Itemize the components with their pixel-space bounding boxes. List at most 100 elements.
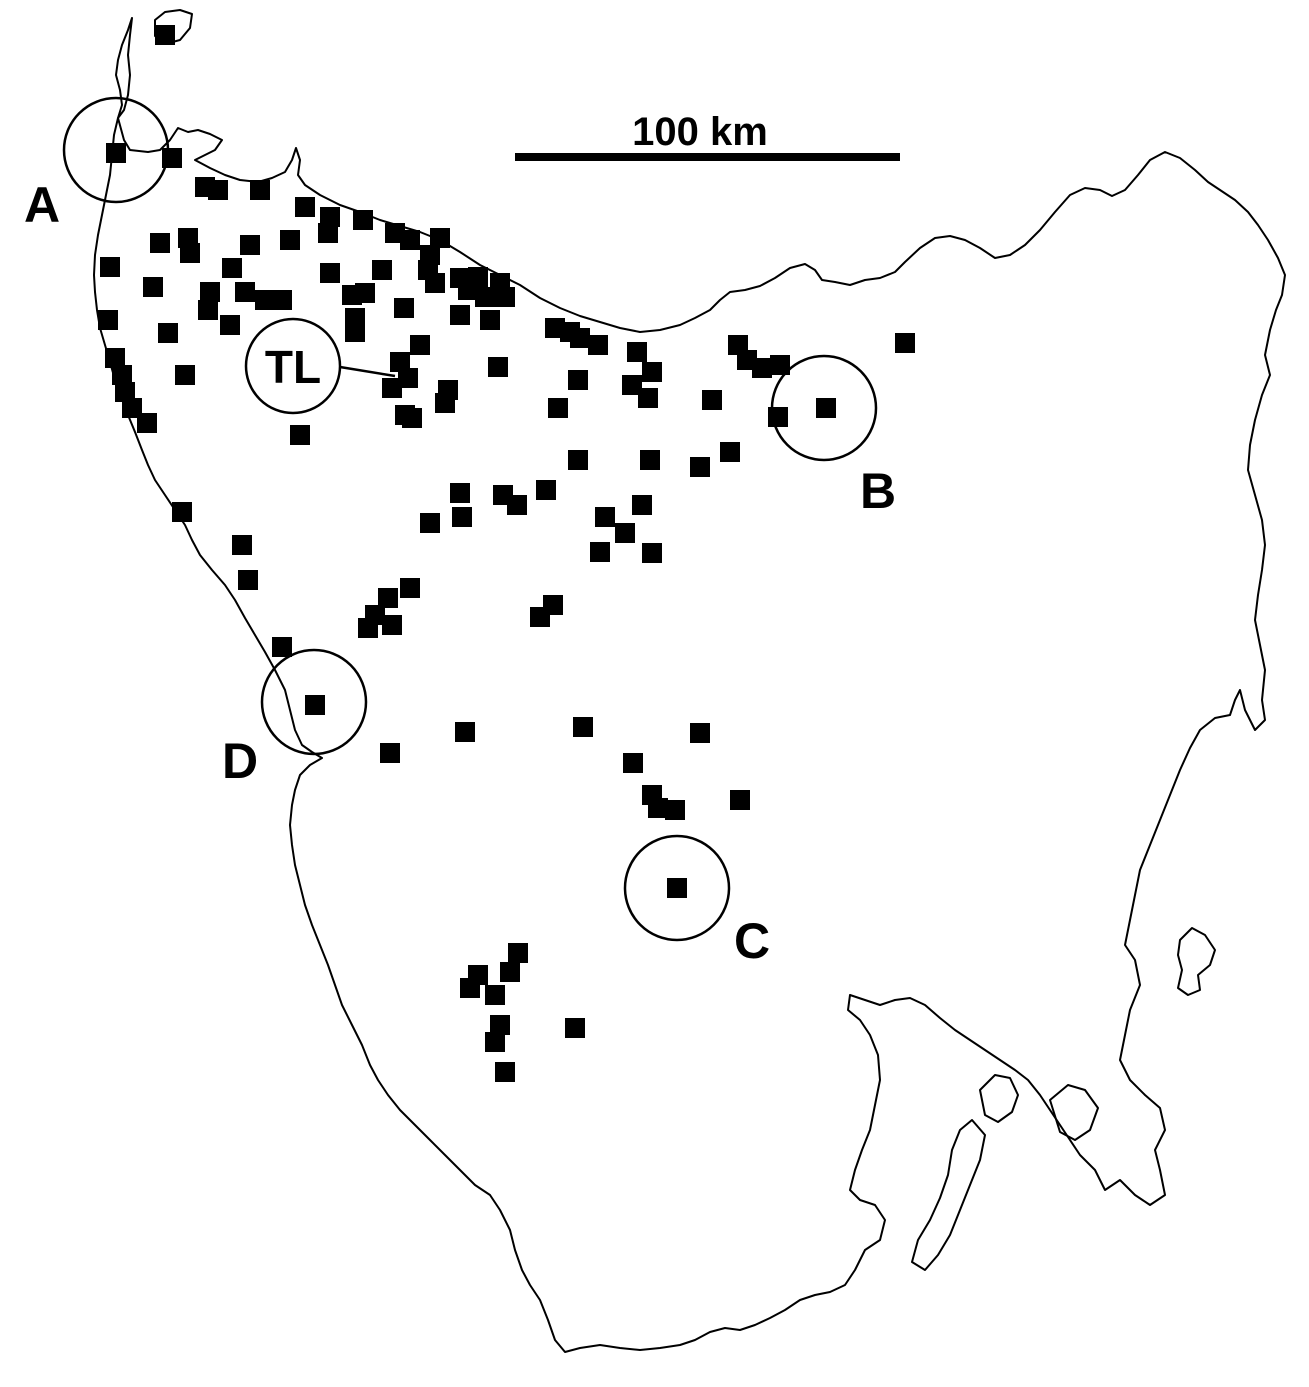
record-marker (137, 413, 157, 433)
record-marker (573, 717, 593, 737)
record-marker (290, 425, 310, 445)
record-marker (770, 355, 790, 375)
record-marker (507, 495, 527, 515)
record-marker (642, 543, 662, 563)
record-marker (235, 282, 255, 302)
record-marker (548, 398, 568, 418)
record-marker (410, 335, 430, 355)
record-marker (158, 323, 178, 343)
site-label-c: C (734, 913, 770, 969)
record-marker (638, 388, 658, 408)
coastline-southeast-inlet-1 (979, 1074, 1019, 1123)
record-marker (702, 390, 722, 410)
record-marker (250, 180, 270, 200)
record-marker (452, 507, 472, 527)
record-marker (222, 258, 242, 278)
scale-bar: 100 km (515, 110, 900, 161)
coastline-bruny-island (911, 1119, 986, 1271)
record-marker (720, 442, 740, 462)
record-marker (752, 358, 772, 378)
record-marker (162, 148, 182, 168)
record-marker (420, 513, 440, 533)
record-marker (180, 243, 200, 263)
record-marker (460, 978, 480, 998)
coastline-northwest-island (115, 17, 133, 119)
record-marker (372, 260, 392, 280)
record-marker (480, 310, 500, 330)
record-marker (100, 257, 120, 277)
record-marker (402, 408, 422, 428)
record-marker (627, 342, 647, 362)
record-marker (105, 348, 125, 368)
record-marker (615, 523, 635, 543)
record-marker (220, 315, 240, 335)
record-marker (450, 305, 470, 325)
record-marker (530, 607, 550, 627)
record-marker (590, 542, 610, 562)
record-marker (595, 507, 615, 527)
record-marker (450, 483, 470, 503)
record-marker (475, 287, 495, 307)
record-marker (143, 277, 163, 297)
record-marker (305, 695, 325, 715)
record-marker (200, 282, 220, 302)
site-label-b: B (860, 463, 896, 519)
record-marker (455, 722, 475, 742)
record-marker (667, 878, 687, 898)
record-marker (394, 298, 414, 318)
record-marker (490, 1015, 510, 1035)
record-marker (435, 393, 455, 413)
record-marker (488, 357, 508, 377)
record-marker (112, 365, 132, 385)
record-marker (430, 228, 450, 248)
record-marker (665, 800, 685, 820)
record-marker (816, 398, 836, 418)
record-marker (240, 235, 260, 255)
record-marker (272, 290, 292, 310)
record-marker (622, 375, 642, 395)
record-marker (378, 588, 398, 608)
record-marker (565, 1018, 585, 1038)
site-label-d: D (222, 733, 258, 789)
record-marker (588, 335, 608, 355)
record-marker (115, 382, 135, 402)
record-marker (318, 223, 338, 243)
record-marker (568, 450, 588, 470)
record-marker (500, 962, 520, 982)
record-marker (536, 480, 556, 500)
record-marker (320, 207, 340, 227)
record-marker (255, 290, 275, 310)
record-marker (345, 322, 365, 342)
site-ring-c (623, 834, 731, 942)
record-marker (690, 457, 710, 477)
record-marker (425, 273, 445, 293)
record-marker (640, 450, 660, 470)
record-marker (485, 1032, 505, 1052)
record-marker (172, 502, 192, 522)
record-marker (398, 368, 418, 388)
record-marker (382, 615, 402, 635)
record-markers (98, 25, 915, 1082)
record-marker (400, 578, 420, 598)
record-marker (468, 267, 488, 287)
record-marker (623, 753, 643, 773)
record-marker (390, 352, 410, 372)
record-marker (690, 723, 710, 743)
site-label-a: A (24, 177, 60, 233)
record-marker (175, 365, 195, 385)
record-marker (895, 333, 915, 353)
record-marker (238, 570, 258, 590)
coastline-southeast-inlet-2 (1049, 1084, 1099, 1141)
record-marker (485, 985, 505, 1005)
site-label-tl: TL (265, 341, 321, 393)
record-marker (198, 300, 218, 320)
record-marker (380, 743, 400, 763)
record-marker (353, 210, 373, 230)
record-marker (730, 790, 750, 810)
record-marker (382, 378, 402, 398)
record-marker (98, 310, 118, 330)
record-marker (280, 230, 300, 250)
record-marker (150, 233, 170, 253)
record-marker (568, 370, 588, 390)
record-marker (320, 263, 340, 283)
